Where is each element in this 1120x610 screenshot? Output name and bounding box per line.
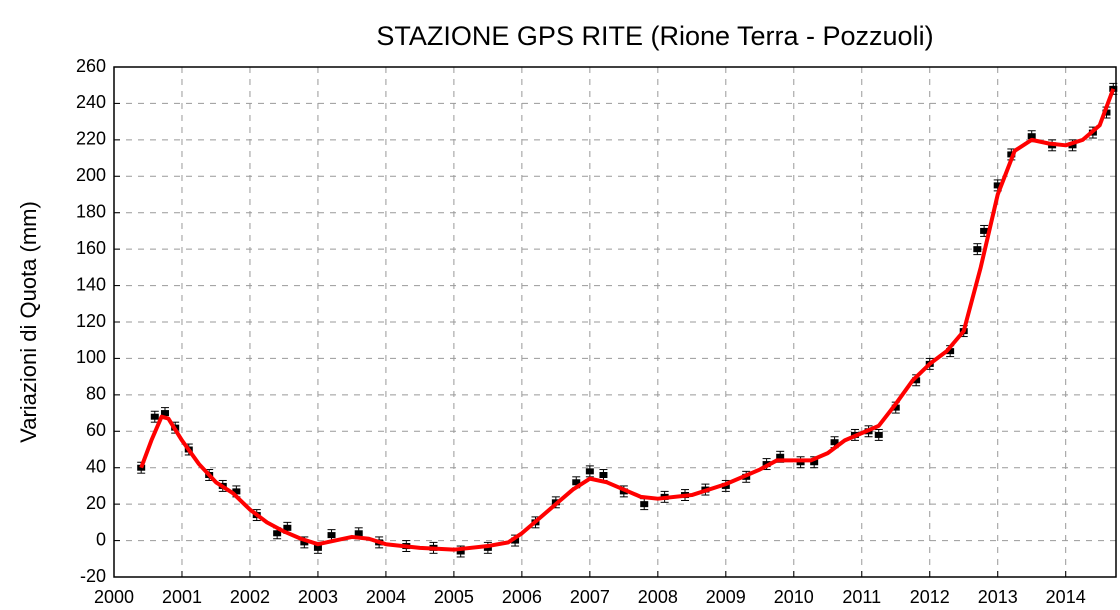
x-tick-label: 2013: [978, 587, 1018, 607]
error-bar: [912, 377, 921, 384]
data-point: [599, 469, 608, 481]
error-bar: [354, 530, 363, 537]
x-tick-label: 2007: [570, 587, 610, 607]
data-point: [640, 498, 649, 511]
error-bar: [313, 544, 322, 551]
error-bar: [300, 539, 309, 546]
chart-title: STAZIONE GPS RITE (Rione Terra - Pozzuol…: [376, 21, 933, 51]
x-tick-label: 2000: [94, 587, 134, 607]
error-bar: [1068, 142, 1077, 149]
y-tick-label: 60: [86, 420, 106, 440]
plot-frame: [113, 66, 1117, 578]
error-bar: [891, 404, 900, 411]
error-bar: [980, 227, 989, 234]
y-tick-label: 120: [76, 311, 106, 331]
x-tick-label: 2008: [638, 587, 678, 607]
data-point: [150, 410, 159, 423]
y-tick-label: -20: [80, 566, 106, 586]
y-tick-label: 80: [86, 384, 106, 404]
y-tick-label: 240: [76, 92, 106, 112]
y-tick-label: 0: [96, 529, 106, 549]
error-bar: [572, 479, 581, 486]
y-tick-label: 160: [76, 238, 106, 258]
x-tick-label: 2012: [910, 587, 950, 607]
error-bar: [273, 530, 282, 537]
x-tick-label: 2004: [366, 587, 406, 607]
y-tick-label: 140: [76, 274, 106, 294]
y-tick-label: 40: [86, 456, 106, 476]
y-axis-label: Variazioni di Quota (mm): [16, 201, 41, 443]
error-bar: [830, 439, 839, 446]
error-bar: [327, 532, 336, 539]
error-bar: [283, 524, 292, 531]
error-bar: [511, 537, 520, 544]
x-tick-label: 2011: [842, 587, 881, 607]
x-tick-label: 2014: [1046, 587, 1086, 607]
error-bar: [810, 459, 819, 466]
y-tick-label: 180: [76, 201, 106, 221]
data-point: [874, 428, 883, 441]
error-bar: [599, 472, 608, 478]
y-tick-label: 220: [76, 129, 106, 149]
fit-line: [139, 88, 1116, 552]
x-tick-label: 2010: [774, 587, 814, 607]
x-tick-label: 2002: [230, 587, 270, 607]
error-bar: [585, 468, 594, 475]
error-bar: [1027, 133, 1036, 140]
error-bar: [946, 348, 955, 355]
y-tick-label: 20: [86, 493, 106, 513]
y-tick-label: 260: [76, 56, 106, 76]
y-tick-label: 100: [76, 347, 106, 367]
error-bar: [973, 246, 982, 253]
y-tick-label: 200: [76, 165, 106, 185]
x-tick-label: 2009: [706, 587, 746, 607]
data-point: [973, 243, 982, 256]
x-tick-label: 2005: [434, 587, 474, 607]
x-tick-label: 2001: [162, 587, 202, 607]
error-bar: [993, 182, 1002, 189]
error-bar: [640, 501, 649, 508]
error-bar: [874, 431, 883, 438]
error-bar: [160, 410, 169, 417]
x-tick-label: 2003: [298, 587, 338, 607]
error-bar: [150, 413, 159, 420]
error-bar: [232, 488, 241, 495]
x-tick-label: 2006: [502, 587, 542, 607]
error-bar: [456, 548, 465, 555]
error-bar: [776, 453, 785, 460]
